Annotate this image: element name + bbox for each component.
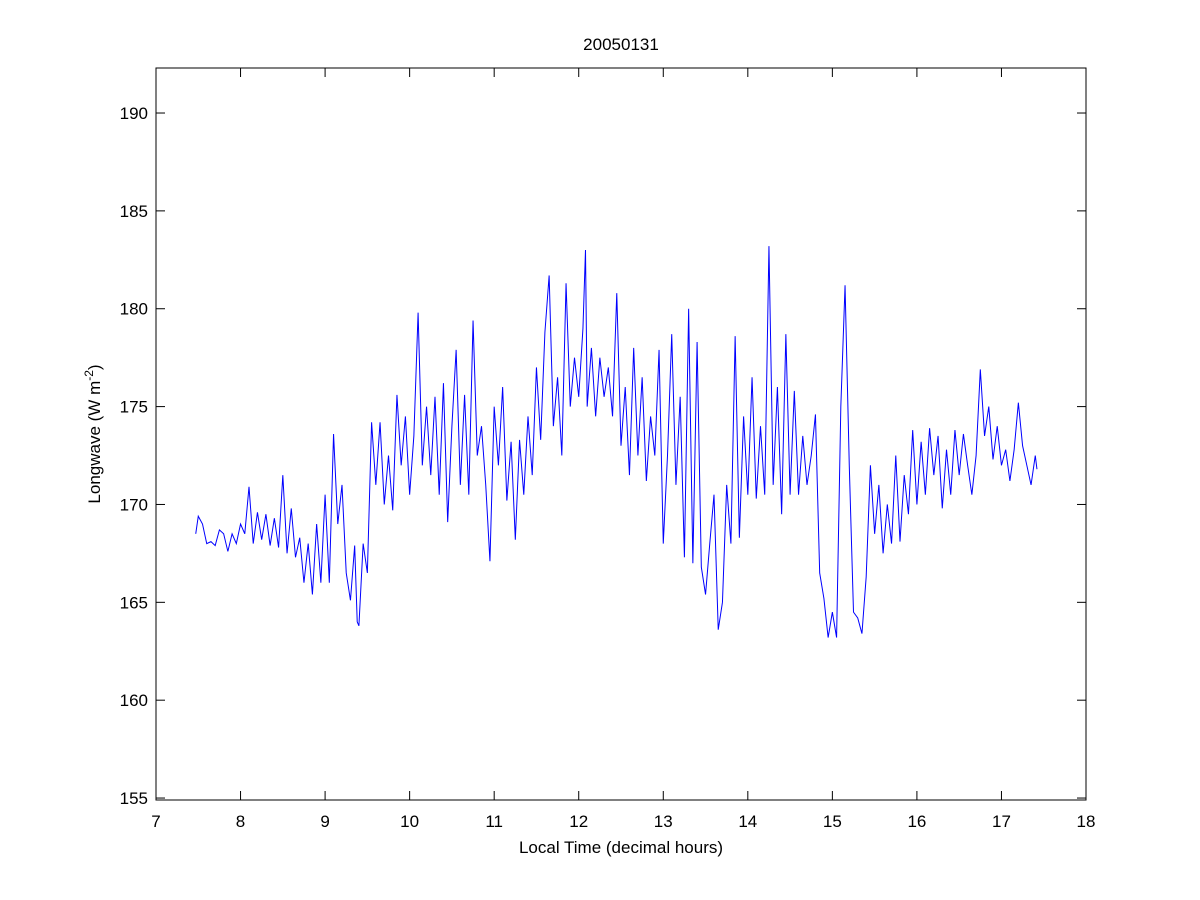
y-tick-label: 180 [120, 300, 148, 319]
x-tick-label: 15 [823, 812, 842, 831]
y-axis-label-end: ) [85, 364, 104, 370]
x-tick-label: 13 [654, 812, 673, 831]
x-tick-label: 11 [485, 812, 503, 831]
x-tick-label: 17 [992, 812, 1011, 831]
y-tick-label: 175 [120, 398, 148, 417]
x-tick-label: 12 [569, 812, 588, 831]
y-axis-label-superscript: -2 [82, 370, 96, 381]
x-tick-label: 16 [907, 812, 926, 831]
y-tick-label: 160 [120, 691, 148, 710]
x-axis-label: Local Time (decimal hours) [519, 838, 723, 857]
plot-area [155, 67, 1087, 801]
y-tick-label: 155 [120, 789, 148, 808]
data-line [195, 246, 1038, 638]
x-tick-label: 10 [400, 812, 419, 831]
y-tick-label: 190 [120, 104, 148, 123]
chart-title: 20050131 [583, 35, 659, 54]
x-tick-label: 14 [738, 812, 757, 831]
x-tick-label: 9 [320, 812, 329, 831]
y-axis-label: Longwave (W m-2) [82, 364, 104, 503]
x-tick-label: 18 [1077, 812, 1096, 831]
y-tick-label: 185 [120, 202, 148, 221]
y-tick-label: 165 [120, 593, 148, 612]
y-axis-label-text: Longwave (W m [85, 381, 104, 504]
x-tick-label: 7 [151, 812, 160, 831]
x-tick-label: 8 [236, 812, 245, 831]
y-tick-label: 170 [120, 495, 148, 514]
